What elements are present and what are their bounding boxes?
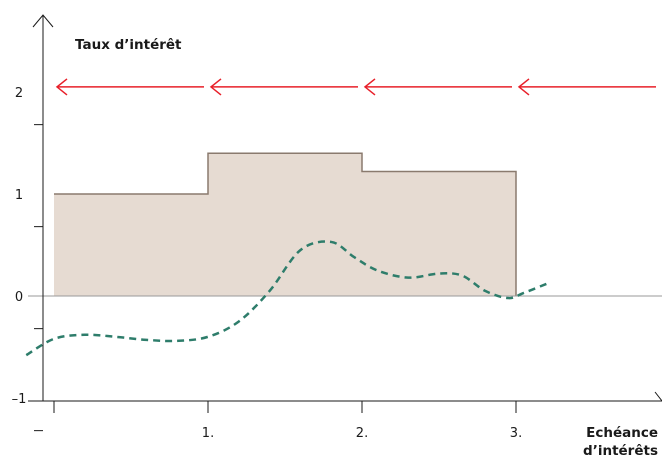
step-area-2 bbox=[208, 153, 362, 296]
x-tick-label-1: 1. bbox=[202, 426, 214, 441]
arrow-2 bbox=[209, 78, 358, 96]
x-axis-title-line1: Echéance bbox=[586, 425, 658, 441]
arrow-layer bbox=[55, 78, 656, 96]
arrow-1 bbox=[55, 78, 204, 96]
label-layer: Taux d’intérêt Echéance d’intérêts bbox=[75, 37, 658, 459]
x-axis-title-line2: d’intérêts bbox=[583, 443, 658, 459]
x-tick-label-3: 3. bbox=[510, 426, 522, 441]
y-axis-arrowhead bbox=[32, 14, 54, 28]
axes: 2 1 0 –1 1. 2. 3. bbox=[12, 14, 662, 441]
arrow-3 bbox=[363, 78, 512, 96]
step-area-1 bbox=[54, 194, 208, 296]
step-outline bbox=[54, 152, 517, 296]
arrow-4 bbox=[517, 78, 656, 96]
y-tick-label-2: 1 bbox=[15, 188, 23, 203]
y-tick-label-3: 0 bbox=[15, 290, 23, 305]
x-tick-label-2: 2. bbox=[356, 426, 368, 441]
step-area-3 bbox=[362, 171, 516, 296]
forward-rate-curve bbox=[25, 240, 548, 357]
arrow-head bbox=[517, 78, 530, 96]
arrow-head bbox=[209, 78, 222, 96]
curve-layer bbox=[25, 240, 548, 357]
y-tick-label-1: 2 bbox=[15, 86, 23, 101]
y-axis-title: Taux d’intérêt bbox=[75, 37, 182, 53]
y-tick-label-4: –1 bbox=[12, 392, 27, 407]
arrow-head bbox=[55, 78, 68, 96]
area-layer bbox=[54, 152, 517, 296]
arrow-head bbox=[363, 78, 376, 96]
x-axis-arrowhead bbox=[654, 391, 662, 402]
